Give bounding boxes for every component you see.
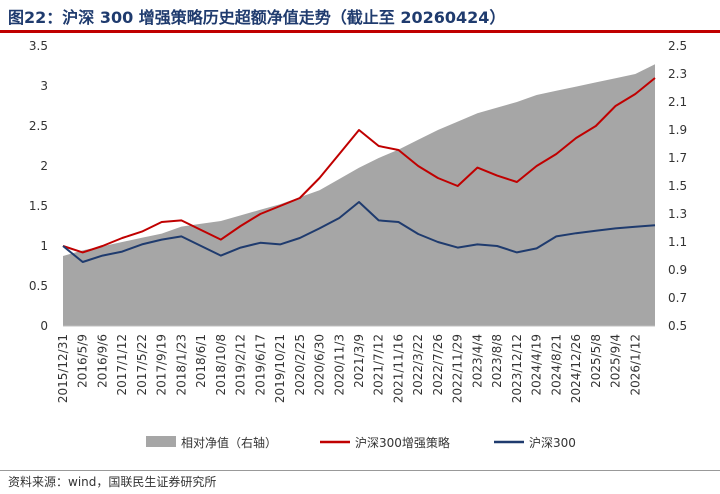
y-right-tick-label: 0.9 bbox=[668, 263, 687, 277]
legend-area-label: 相对净值（右轴） bbox=[181, 435, 277, 450]
y-left-tick-label: 2 bbox=[40, 159, 48, 173]
y-right-tick-label: 2.1 bbox=[668, 95, 687, 109]
x-tick-label: 2018/1/23 bbox=[174, 334, 188, 396]
x-tick-label: 2024/12/26 bbox=[569, 334, 583, 403]
y-left-tick-label: 3.5 bbox=[29, 39, 48, 53]
x-tick-label: 2016/9/6 bbox=[96, 334, 110, 388]
x-tick-label: 2023/12/12 bbox=[510, 334, 524, 403]
x-tick-label: 2024/8/21 bbox=[549, 334, 563, 396]
x-tick-label: 2023/8/8 bbox=[490, 334, 504, 388]
x-tick-label: 2020/11/3 bbox=[332, 334, 346, 396]
y-left-tick-label: 1.5 bbox=[29, 199, 48, 213]
legend-area-swatch bbox=[146, 436, 176, 447]
x-tick-label: 2020/6/30 bbox=[313, 334, 327, 396]
y-right-tick-label: 0.5 bbox=[668, 319, 687, 333]
legend-enhanced-label: 沪深300增强策略 bbox=[355, 435, 450, 450]
x-tick-label: 2021/3/9 bbox=[352, 334, 366, 388]
y-right-tick-label: 1.7 bbox=[668, 151, 687, 165]
chart-title: 图22：沪深 300 增强策略历史超额净值走势（截止至 20260424） bbox=[8, 8, 506, 27]
y-left-tick-label: 0.5 bbox=[29, 279, 48, 293]
x-tick-label: 2015/12/31 bbox=[56, 334, 70, 403]
x-tick-label: 2025/5/8 bbox=[589, 334, 603, 388]
y-left-tick-label: 3 bbox=[40, 79, 48, 93]
y-left-tick-label: 2.5 bbox=[29, 119, 48, 133]
x-tick-label: 2019/6/17 bbox=[253, 334, 267, 396]
chart: 0 0.5 1 1.5 2 2.5 3 3.5 0.5 0.7 0.9 1.1 1.3 1.5 1.7 1.9… bbox=[29, 39, 687, 450]
y-right-tick-label: 1.3 bbox=[668, 207, 687, 221]
y-right-tick-label: 2.5 bbox=[668, 39, 687, 53]
x-tick-label: 2022/11/29 bbox=[451, 334, 465, 403]
enhanced-strategy-line bbox=[62, 77, 656, 254]
x-tick-label: 2019/10/21 bbox=[273, 334, 287, 403]
title-rule bbox=[0, 30, 720, 33]
y-right-tick-label: 2.3 bbox=[668, 67, 687, 81]
source-note: 资料来源：wind，国联民生证券研究所 bbox=[8, 475, 217, 489]
x-tick-label: 2017/1/12 bbox=[115, 334, 129, 396]
x-tick-label: 2025/9/4 bbox=[609, 334, 623, 388]
x-tick-label: 2019/2/12 bbox=[234, 334, 248, 396]
x-tick-label: 2023/4/4 bbox=[470, 334, 484, 388]
y-right-tick-label: 1.5 bbox=[668, 179, 687, 193]
legend-csi300-label: 沪深300 bbox=[529, 436, 576, 450]
x-tick-label: 2017/9/19 bbox=[155, 334, 169, 396]
csi300-line bbox=[62, 201, 656, 263]
x-tick-label: 2024/4/19 bbox=[530, 334, 544, 396]
x-tick-label: 2021/7/12 bbox=[372, 334, 386, 396]
x-tick-label: 2022/7/26 bbox=[431, 334, 445, 396]
x-tick-label: 2026/1/12 bbox=[628, 334, 642, 396]
y-right-tick-label: 0.7 bbox=[668, 291, 687, 305]
x-tick-label: 2020/2/25 bbox=[293, 334, 307, 396]
relative-nav-area bbox=[63, 64, 655, 326]
x-tick-label: 2017/5/22 bbox=[135, 334, 149, 396]
y-right-tick-label: 1.9 bbox=[668, 123, 687, 137]
x-tick-label: 2016/5/9 bbox=[76, 334, 90, 388]
y-left-tick-label: 1 bbox=[40, 239, 48, 253]
x-tick-label: 2022/3/22 bbox=[411, 334, 425, 396]
y-left-tick-label: 0 bbox=[40, 319, 48, 333]
y-right-tick-label: 1.1 bbox=[668, 235, 687, 249]
x-tick-label: 2018/10/8 bbox=[214, 334, 228, 396]
x-tick-label: 2018/6/1 bbox=[194, 334, 208, 388]
source-rule bbox=[0, 470, 720, 471]
x-tick-label: 2021/11/16 bbox=[392, 334, 406, 403]
